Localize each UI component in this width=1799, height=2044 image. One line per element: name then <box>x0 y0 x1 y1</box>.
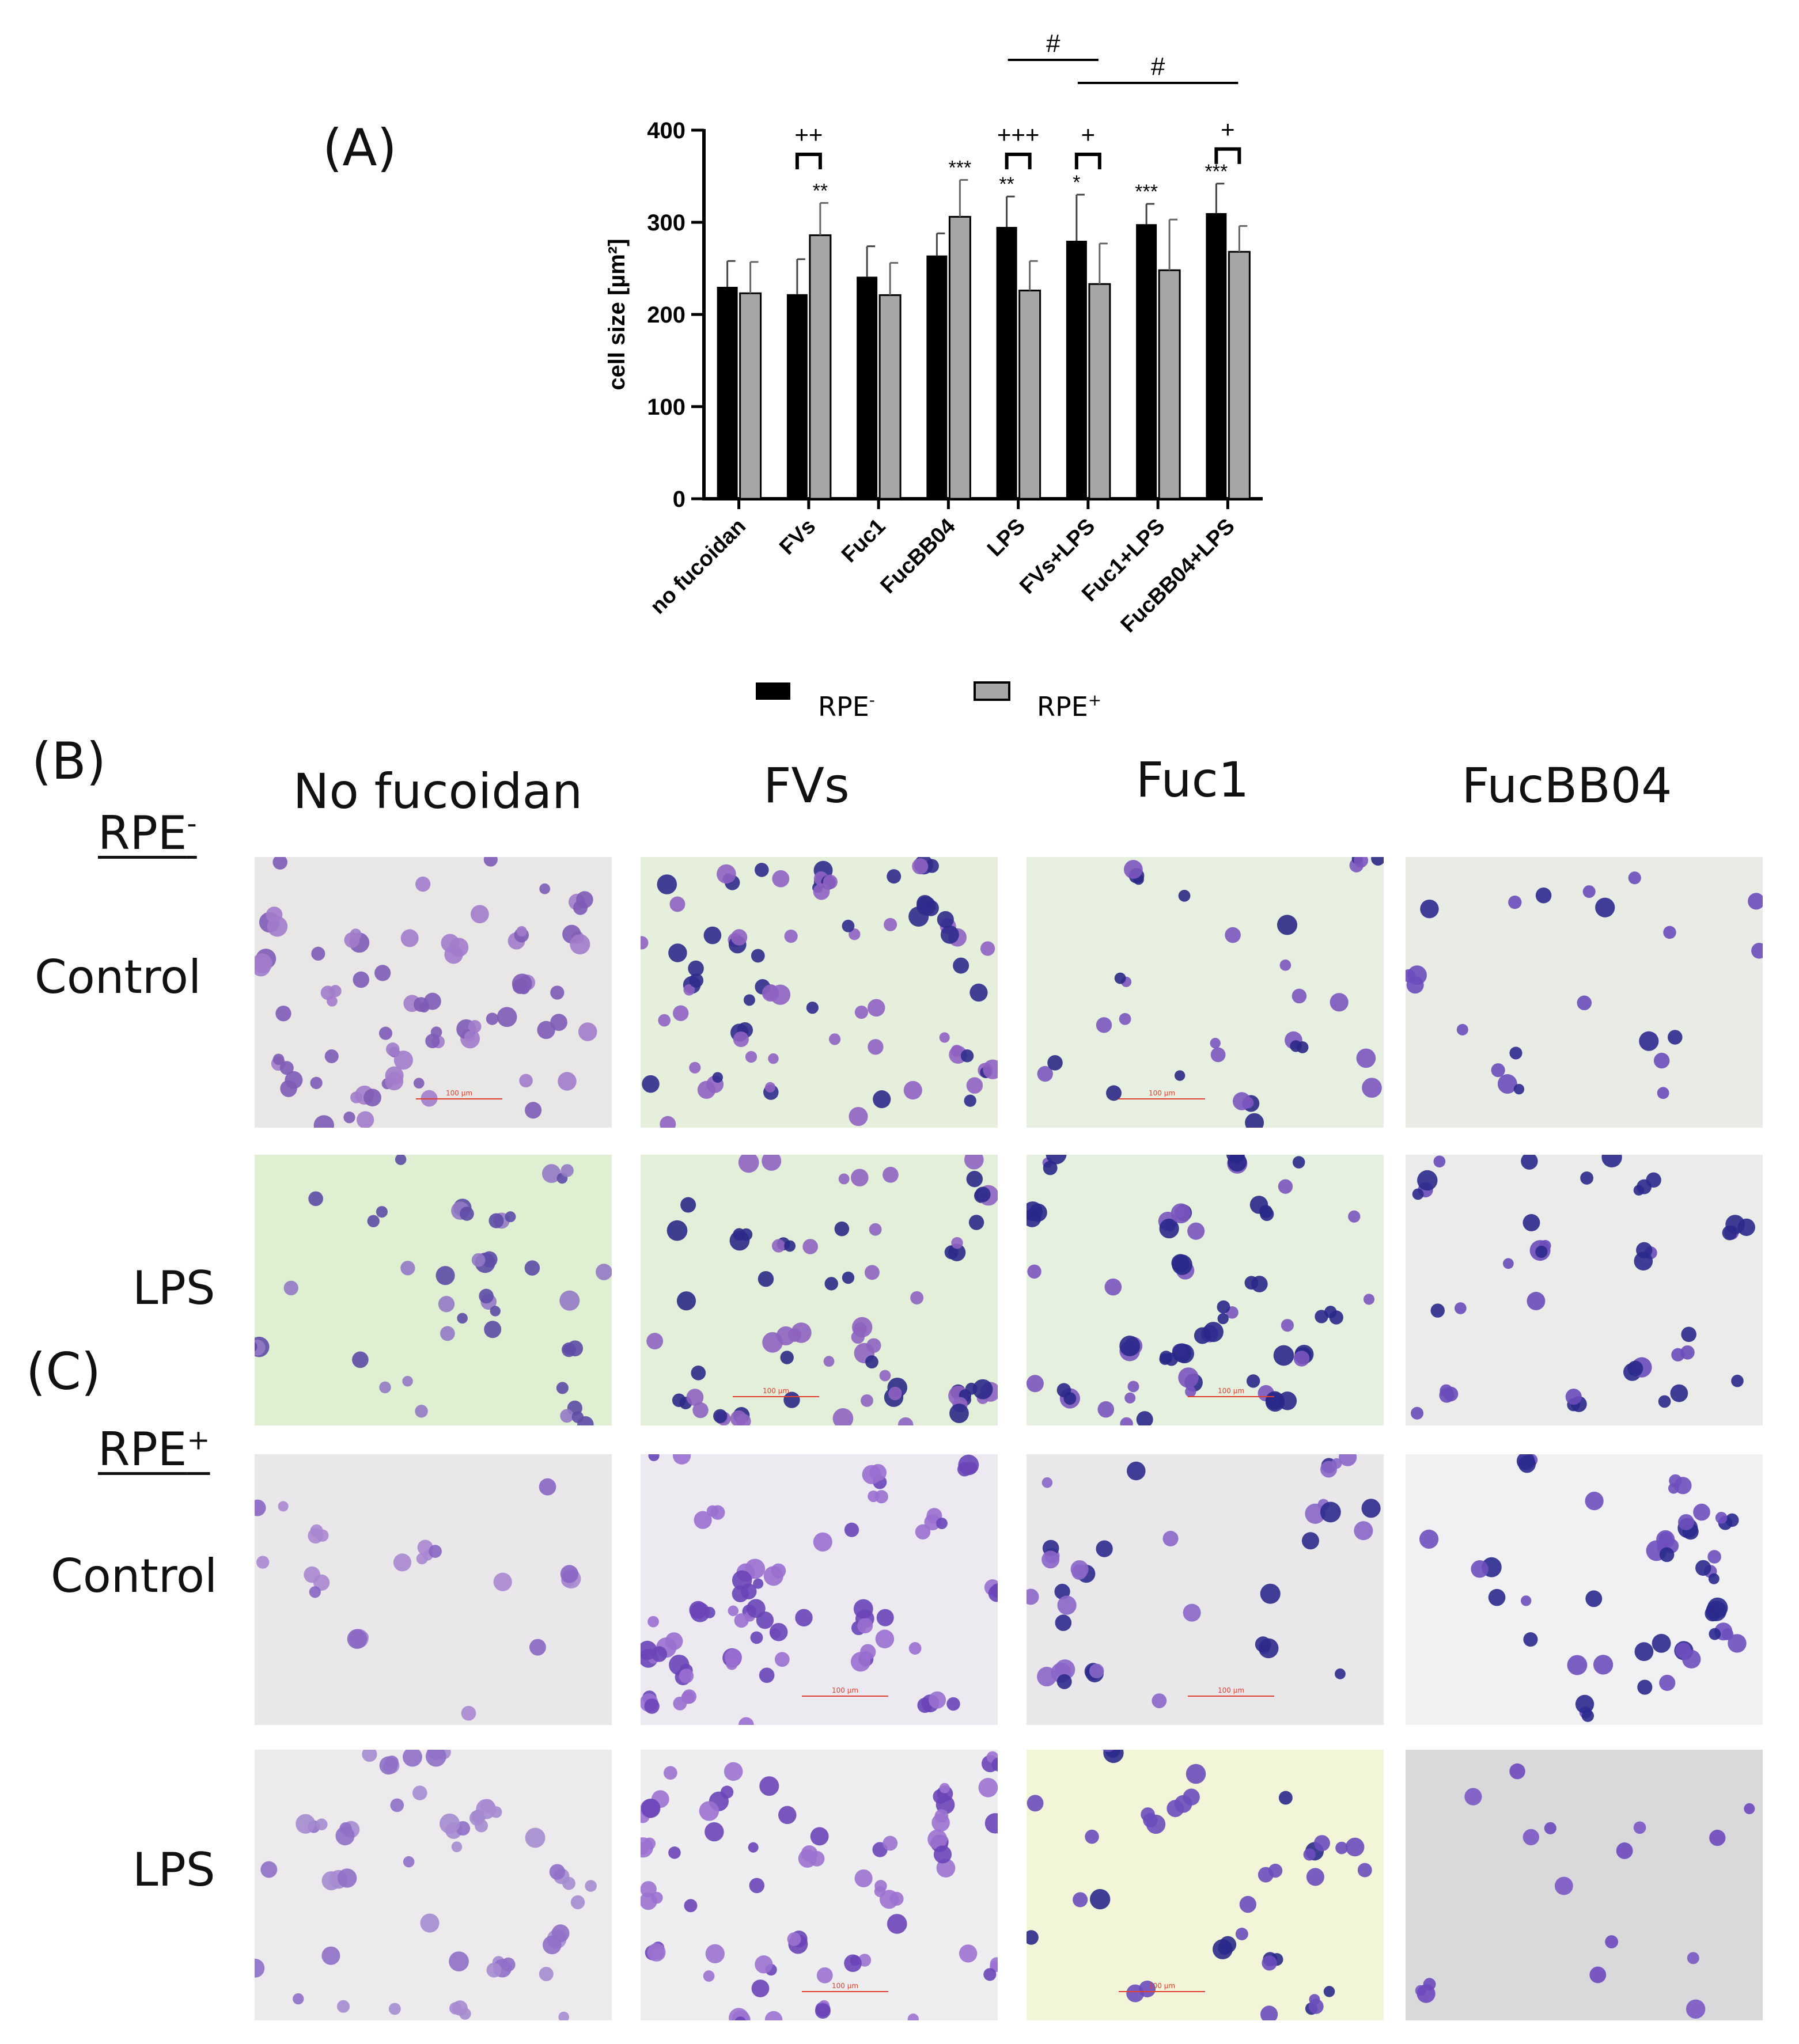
y-tick-label: 200 <box>647 302 685 328</box>
micrograph-rpe-plus-control-1: 100 µm <box>641 1454 998 1725</box>
bar <box>996 227 1017 499</box>
legend-swatch <box>974 681 1010 701</box>
bar <box>739 292 762 500</box>
row-label-rpe-minus-lps: LPS <box>132 1261 215 1315</box>
panel-label-a: (A) <box>323 118 397 177</box>
micrograph-rpe-minus-lps-1: 100 µm <box>641 1155 998 1425</box>
hash-bracket-label: # <box>1151 52 1165 81</box>
svg-text:100 µm: 100 µm <box>832 1686 858 1694</box>
x-tick-label: no fucoidan <box>646 514 751 619</box>
bar <box>1136 224 1157 499</box>
significance-stars: * <box>1073 172 1080 194</box>
hash-bracket-label: # <box>1046 29 1061 58</box>
bar <box>878 294 902 500</box>
row-label-rpe-plus-lps: LPS <box>132 1843 215 1897</box>
bar <box>1018 289 1041 500</box>
pair-bracket <box>1005 153 1032 169</box>
bar <box>926 255 948 499</box>
column-title-fucbb04: FucBB04 <box>1461 757 1672 814</box>
micrograph-rpe-minus-control-0: 100 µm <box>255 857 612 1128</box>
micrograph-rpe-minus-lps-0 <box>255 1155 612 1425</box>
group-label-rpe-plus: RPE+ <box>98 1423 210 1476</box>
svg-text:100 µm: 100 µm <box>1149 1982 1175 1990</box>
pair-bracket-label: ++ <box>794 121 823 148</box>
micrograph-rpe-minus-lps-3 <box>1406 1155 1763 1425</box>
micrograph-rpe-plus-lps-2: 100 µm <box>1027 1750 1384 2020</box>
svg-text:100 µm: 100 µm <box>1149 1089 1175 1097</box>
bar <box>1158 269 1181 500</box>
micrograph-rpe-minus-control-2: 100 µm <box>1027 857 1384 1128</box>
bar <box>786 294 808 499</box>
micrograph-rpe-plus-control-3 <box>1406 1454 1763 1725</box>
bar <box>717 287 738 499</box>
significance-stars: ** <box>813 180 828 202</box>
bar <box>1066 241 1087 499</box>
micrograph-rpe-minus-control-3 <box>1406 857 1763 1128</box>
svg-text:100 µm: 100 µm <box>1218 1686 1244 1694</box>
pair-bracket <box>1074 153 1101 169</box>
y-tick-label: 0 <box>673 487 685 512</box>
micrograph-rpe-plus-lps-1: 100 µm <box>641 1750 998 2020</box>
x-tick-label: FVs <box>775 514 820 560</box>
pair-bracket-label: + <box>1221 116 1235 143</box>
y-tick-label: 100 <box>647 395 685 420</box>
bar <box>1088 283 1111 500</box>
svg-text:100 µm: 100 µm <box>1218 1387 1244 1395</box>
x-tick-label: LPS <box>983 514 1030 562</box>
panel-label-b: (B) <box>32 731 107 791</box>
micrograph-rpe-plus-lps-0 <box>255 1750 612 2020</box>
bar <box>948 215 971 500</box>
bar <box>857 276 878 499</box>
y-tick-label: 300 <box>647 210 685 236</box>
micrograph-rpe-plus-lps-3 <box>1406 1750 1763 2020</box>
micrograph-rpe-plus-control-2: 100 µm <box>1027 1454 1384 1725</box>
panel-label-c: (C) <box>26 1342 101 1401</box>
row-label-rpe-plus-control: Control <box>51 1549 218 1603</box>
pair-bracket-label: + <box>1081 121 1096 148</box>
svg-text:100 µm: 100 µm <box>446 1089 472 1097</box>
significance-stars: *** <box>1205 161 1228 183</box>
x-tick-label: Fuc1 <box>837 514 890 567</box>
bar <box>1228 251 1251 500</box>
group-label-rpe-minus: RPE- <box>98 806 197 860</box>
pair-bracket <box>1214 147 1241 164</box>
micrograph-rpe-minus-lps-2: 100 µm <box>1027 1155 1384 1425</box>
column-title-fvs: FVs <box>763 757 850 814</box>
bar <box>1206 213 1227 499</box>
legend-label: RPE+ <box>1037 691 1101 722</box>
significance-stars: ** <box>999 173 1014 195</box>
pair-bracket <box>795 153 822 169</box>
y-tick-label: 400 <box>647 118 685 143</box>
bar <box>809 234 832 500</box>
significance-stars: *** <box>949 157 972 179</box>
legend-swatch <box>756 682 790 700</box>
significance-stars: *** <box>1135 181 1158 203</box>
svg-text:100 µm: 100 µm <box>763 1387 789 1395</box>
svg-text:100 µm: 100 µm <box>832 1982 858 1990</box>
column-title-fuc1: Fuc1 <box>1135 752 1249 808</box>
x-tick-label: FucBB04 <box>876 514 960 598</box>
pair-bracket-label: +++ <box>997 121 1040 148</box>
micrograph-rpe-minus-control-1 <box>641 857 998 1128</box>
y-axis-label: cell size [µm²] <box>604 238 630 390</box>
column-title-no-fucoidan: No fucoidan <box>293 763 583 820</box>
cell-size-bar-chart: 0 100 200 300 400 cell size [µm²] no fucoidan F… <box>604 29 1263 722</box>
micrograph-rpe-plus-control-0 <box>255 1454 612 1725</box>
row-label-rpe-minus-control: Control <box>35 950 202 1004</box>
legend-label: RPE- <box>818 691 875 722</box>
